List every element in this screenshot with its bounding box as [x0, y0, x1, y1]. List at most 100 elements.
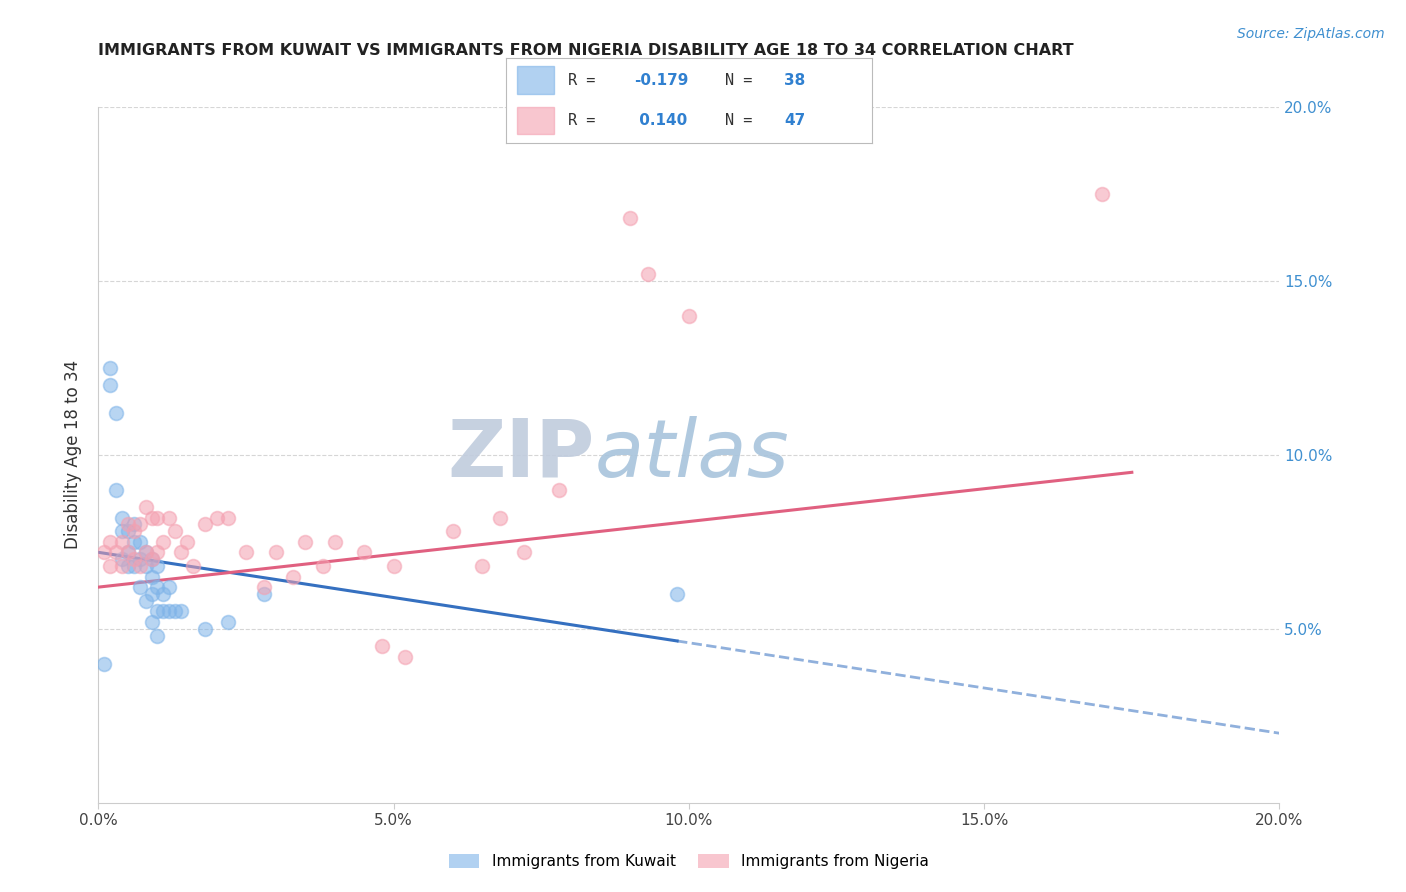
- Text: R =: R =: [568, 72, 605, 87]
- Point: [217, 510, 239, 524]
- Point: [111, 524, 134, 539]
- Point: [117, 545, 139, 559]
- Text: -0.179: -0.179: [634, 72, 689, 87]
- Point: [111, 510, 134, 524]
- Point: [283, 570, 305, 584]
- Point: [165, 524, 187, 539]
- Point: [157, 605, 180, 619]
- Point: [141, 552, 163, 566]
- Point: [253, 580, 276, 594]
- Y-axis label: Disability Age 18 to 34: Disability Age 18 to 34: [65, 360, 83, 549]
- Point: [128, 534, 150, 549]
- Point: [146, 605, 169, 619]
- Point: [264, 545, 287, 559]
- Point: [135, 559, 157, 574]
- Point: [235, 545, 257, 559]
- Point: [98, 559, 121, 574]
- Point: [253, 587, 276, 601]
- Point: [489, 510, 512, 524]
- Point: [181, 559, 204, 574]
- Point: [135, 500, 157, 514]
- Point: [619, 211, 641, 226]
- Bar: [517, 107, 554, 134]
- Point: [122, 517, 145, 532]
- Point: [157, 510, 180, 524]
- Point: [678, 309, 700, 323]
- Point: [382, 559, 405, 574]
- Point: [666, 587, 689, 601]
- Point: [152, 587, 174, 601]
- Point: [105, 545, 128, 559]
- Point: [441, 524, 464, 539]
- Text: N =: N =: [725, 72, 762, 87]
- Point: [194, 517, 217, 532]
- Point: [111, 552, 134, 566]
- Point: [135, 545, 157, 559]
- Text: Source: ZipAtlas.com: Source: ZipAtlas.com: [1237, 27, 1385, 41]
- Point: [141, 510, 163, 524]
- Text: atlas: atlas: [595, 416, 789, 494]
- Point: [312, 559, 335, 574]
- Text: 0.140: 0.140: [634, 113, 688, 128]
- Point: [194, 622, 217, 636]
- Point: [141, 552, 163, 566]
- Point: [122, 534, 145, 549]
- Point: [117, 559, 139, 574]
- Point: [170, 545, 193, 559]
- Point: [165, 605, 187, 619]
- Text: 47: 47: [785, 113, 806, 128]
- Point: [146, 510, 169, 524]
- Point: [135, 594, 157, 608]
- Text: N =: N =: [725, 113, 762, 128]
- Point: [122, 524, 145, 539]
- Point: [128, 552, 150, 566]
- Point: [294, 534, 316, 549]
- Point: [146, 580, 169, 594]
- Point: [548, 483, 571, 497]
- Point: [105, 406, 128, 420]
- Point: [128, 559, 150, 574]
- Point: [353, 545, 375, 559]
- Point: [105, 483, 128, 497]
- Text: 38: 38: [785, 72, 806, 87]
- Point: [217, 615, 239, 629]
- Point: [122, 559, 145, 574]
- Point: [111, 559, 134, 574]
- Point: [152, 534, 174, 549]
- Point: [128, 517, 150, 532]
- Point: [637, 267, 659, 281]
- Point: [205, 510, 228, 524]
- Point: [117, 517, 139, 532]
- Point: [146, 545, 169, 559]
- Point: [141, 587, 163, 601]
- Point: [371, 639, 394, 653]
- Point: [141, 615, 163, 629]
- Point: [98, 378, 121, 392]
- Point: [152, 605, 174, 619]
- Point: [157, 580, 180, 594]
- Point: [122, 552, 145, 566]
- Text: ZIP: ZIP: [447, 416, 595, 494]
- Point: [111, 534, 134, 549]
- Bar: [517, 67, 554, 94]
- Point: [93, 657, 115, 671]
- Point: [512, 545, 534, 559]
- Point: [98, 360, 121, 375]
- Point: [146, 559, 169, 574]
- Point: [471, 559, 494, 574]
- Point: [1091, 187, 1114, 202]
- Point: [128, 580, 150, 594]
- Point: [117, 545, 139, 559]
- Text: R =: R =: [568, 113, 605, 128]
- Legend: Immigrants from Kuwait, Immigrants from Nigeria: Immigrants from Kuwait, Immigrants from …: [443, 848, 935, 875]
- Text: IMMIGRANTS FROM KUWAIT VS IMMIGRANTS FROM NIGERIA DISABILITY AGE 18 TO 34 CORREL: IMMIGRANTS FROM KUWAIT VS IMMIGRANTS FRO…: [98, 43, 1074, 58]
- Point: [141, 570, 163, 584]
- Point: [394, 649, 416, 664]
- Point: [170, 605, 193, 619]
- Point: [98, 534, 121, 549]
- Point: [93, 545, 115, 559]
- Point: [146, 629, 169, 643]
- Point: [323, 534, 346, 549]
- Point: [176, 534, 198, 549]
- Point: [135, 545, 157, 559]
